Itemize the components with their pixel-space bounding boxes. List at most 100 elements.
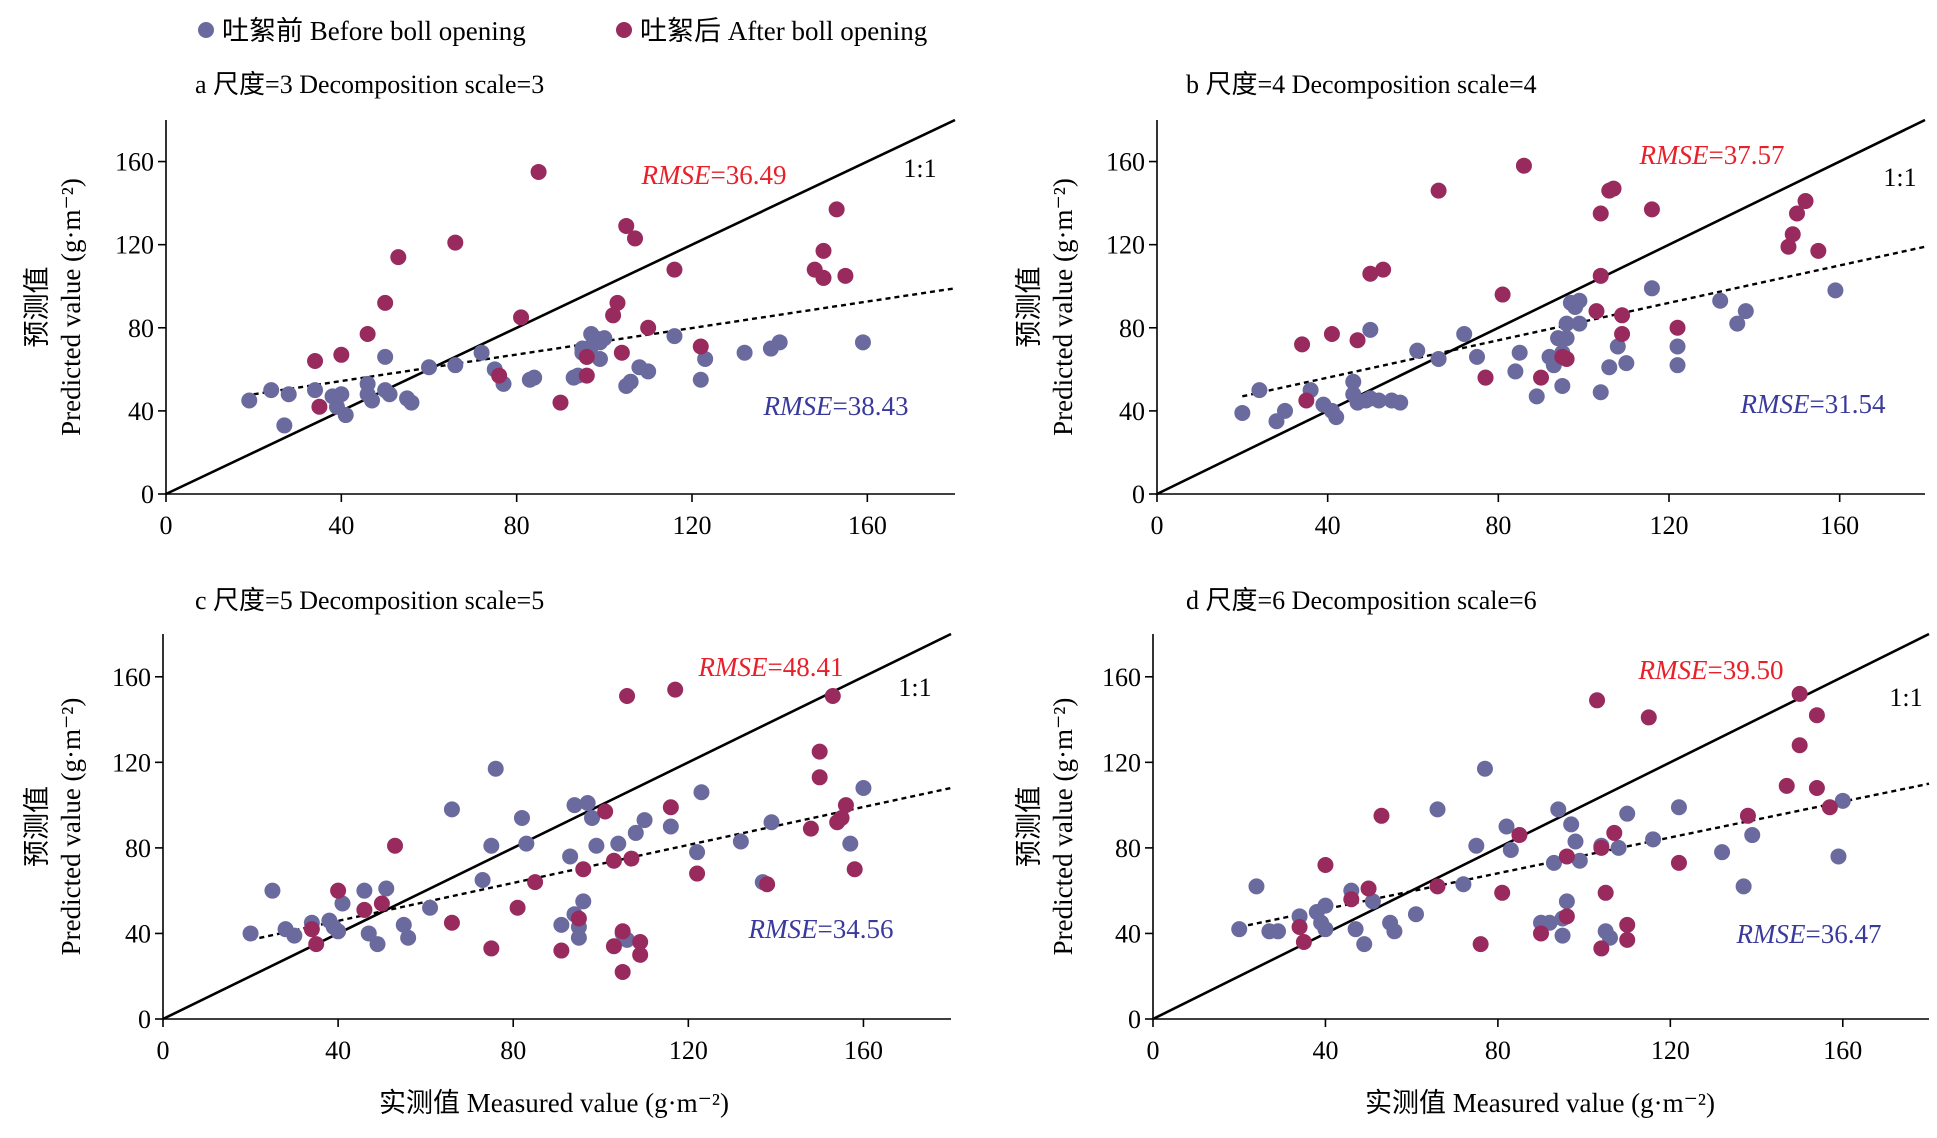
y-axis-label-cn: 预测值 bbox=[22, 786, 52, 867]
point-after bbox=[1670, 854, 1687, 871]
point-before bbox=[513, 809, 530, 826]
point-after bbox=[1791, 737, 1808, 754]
point-after bbox=[373, 895, 390, 912]
point-before bbox=[1558, 315, 1575, 332]
x-tick-label: 120 bbox=[1650, 511, 1689, 540]
point-after bbox=[307, 353, 324, 370]
y-tick-label: 0 bbox=[141, 480, 154, 509]
point-after bbox=[1430, 182, 1447, 199]
point-before bbox=[1567, 833, 1584, 850]
point-after bbox=[692, 338, 709, 355]
point-after bbox=[1592, 267, 1609, 284]
y-axis-label-cn: 预测值 bbox=[1014, 267, 1044, 348]
point-after bbox=[1375, 261, 1392, 278]
y-axis-label-en: Predicted value (g·m⁻²) bbox=[56, 178, 86, 436]
point-after bbox=[815, 269, 832, 286]
panel-d-title: d 尺度=6 Decomposition scale=6 bbox=[1186, 586, 1537, 615]
point-before bbox=[1502, 842, 1519, 859]
point-after bbox=[1821, 799, 1838, 816]
point-after bbox=[632, 934, 649, 950]
y-tick-label: 80 bbox=[125, 834, 151, 863]
point-after bbox=[824, 688, 841, 705]
point-before bbox=[575, 893, 592, 910]
x-tick-label: 160 bbox=[1820, 511, 1859, 540]
y-tick-label: 40 bbox=[125, 919, 151, 948]
point-before bbox=[1670, 799, 1687, 816]
point-before bbox=[588, 837, 605, 854]
point-before bbox=[1528, 388, 1545, 405]
rmse-before-label: RMSE=38.43 bbox=[763, 391, 909, 421]
point-after bbox=[837, 797, 854, 814]
point-before bbox=[400, 929, 417, 946]
point-after bbox=[1429, 878, 1446, 895]
rmse-after-label: RMSE=36.49 bbox=[641, 160, 787, 190]
point-after bbox=[1789, 205, 1805, 222]
point-before bbox=[447, 357, 464, 374]
point-after bbox=[1558, 848, 1575, 865]
point-before bbox=[596, 330, 613, 347]
point-before bbox=[1554, 927, 1571, 944]
point-before bbox=[334, 895, 351, 912]
y-tick-label: 0 bbox=[1132, 480, 1145, 509]
point-after bbox=[303, 921, 320, 938]
point-after bbox=[1797, 193, 1814, 210]
point-after bbox=[1588, 303, 1605, 320]
identity-label: 1:1 bbox=[1889, 683, 1922, 712]
point-after bbox=[1558, 908, 1575, 925]
point-before bbox=[1429, 801, 1446, 818]
point-before bbox=[1234, 404, 1251, 421]
panel-c: c 尺度=5 Decomposition scale=5 0 40 80 120 160 0… bbox=[22, 586, 952, 1065]
point-before bbox=[1541, 914, 1558, 931]
point-before bbox=[1618, 355, 1635, 372]
point-before bbox=[1386, 923, 1403, 940]
point-before bbox=[1347, 921, 1364, 938]
y-axis-label-en: Predicted value (g·m⁻²) bbox=[1048, 178, 1078, 436]
x-tick-label: 120 bbox=[673, 511, 712, 540]
point-before bbox=[330, 923, 347, 940]
point-before bbox=[1558, 893, 1575, 910]
point-before bbox=[854, 334, 871, 351]
point-after bbox=[447, 234, 464, 251]
point-before bbox=[1744, 827, 1761, 844]
point-before bbox=[763, 814, 780, 831]
point-before bbox=[697, 350, 714, 367]
point-after bbox=[837, 267, 854, 284]
point-before bbox=[622, 373, 639, 390]
point-before bbox=[842, 835, 859, 852]
point-after bbox=[1643, 201, 1660, 218]
x-axis-label-left: 实测值 Measured value (g·m⁻²) bbox=[379, 1088, 729, 1118]
point-before bbox=[771, 334, 788, 351]
point-before bbox=[732, 833, 749, 850]
point-after bbox=[597, 803, 614, 820]
x-tick-label: 40 bbox=[325, 1036, 351, 1065]
point-after bbox=[483, 940, 500, 957]
y-tick-label: 80 bbox=[1119, 314, 1145, 343]
point-before bbox=[422, 899, 439, 916]
point-before bbox=[1619, 805, 1636, 822]
point-before bbox=[584, 809, 601, 826]
point-before bbox=[403, 394, 420, 411]
point-before bbox=[1468, 837, 1485, 854]
point-before bbox=[1231, 921, 1248, 938]
point-before bbox=[474, 871, 491, 888]
point-after bbox=[1494, 884, 1511, 901]
point-before bbox=[1430, 350, 1447, 367]
point-after bbox=[377, 294, 394, 311]
point-after bbox=[1606, 824, 1623, 841]
point-after bbox=[833, 809, 850, 826]
x-tick-label: 40 bbox=[328, 511, 354, 540]
point-after bbox=[1294, 336, 1311, 353]
legend: 吐絮前 Before boll opening 吐絮后 After boll o… bbox=[198, 16, 927, 46]
point-before bbox=[487, 760, 504, 777]
point-before bbox=[1545, 854, 1562, 871]
point-before bbox=[473, 344, 490, 361]
y-axis-label-en: Predicted value (g·m⁻²) bbox=[56, 698, 86, 956]
point-before bbox=[736, 344, 753, 361]
point-after bbox=[1533, 925, 1549, 942]
point-before bbox=[636, 812, 653, 829]
rmse-before-label: RMSE=36.47 bbox=[1736, 919, 1882, 949]
point-before bbox=[241, 392, 258, 409]
identity-label: 1:1 bbox=[1883, 163, 1916, 192]
x-tick-label: 160 bbox=[844, 1036, 883, 1065]
point-after bbox=[1778, 777, 1795, 794]
